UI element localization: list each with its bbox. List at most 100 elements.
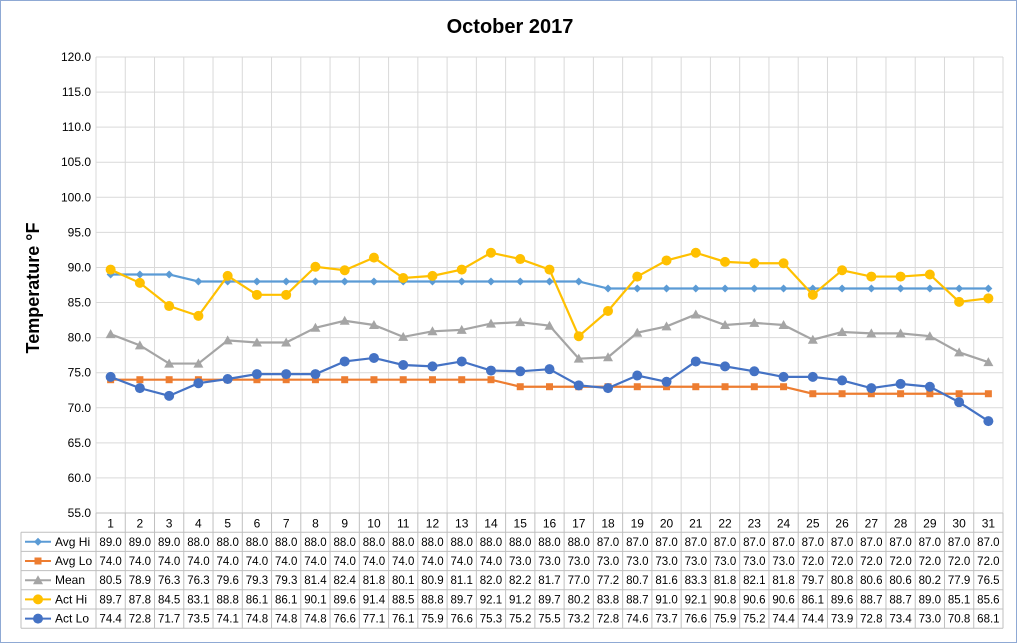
data-point-avg-lo — [780, 383, 788, 391]
data-point-act-lo — [164, 390, 175, 401]
data-point-act-hi — [661, 255, 672, 266]
legend-marker-mean — [33, 575, 43, 585]
data-point-act-lo — [222, 374, 233, 385]
table-value-mean: 79.3 — [275, 575, 297, 587]
table-value-mean: 80.6 — [889, 575, 911, 587]
table-value-act-lo: 75.9 — [714, 614, 736, 626]
data-point-act-hi — [251, 289, 262, 300]
data-point-act-lo — [983, 416, 994, 427]
data-point-avg-lo — [546, 383, 553, 391]
table-value-mean: 81.7 — [538, 575, 560, 587]
data-point-act-lo — [485, 365, 496, 376]
table-value-act-lo: 73.9 — [831, 614, 853, 626]
table-value-act-hi: 89.6 — [333, 594, 355, 606]
table-value-avg-lo: 73.0 — [597, 556, 619, 568]
data-point-avg-lo — [692, 383, 700, 391]
table-value-act-hi: 90.6 — [743, 594, 765, 606]
table-value-mean: 81.8 — [714, 575, 736, 587]
table-value-avg-hi: 88.0 — [392, 537, 414, 549]
data-point-act-lo — [720, 361, 731, 372]
series-layer — [105, 247, 994, 427]
data-point-act-lo — [924, 381, 935, 392]
table-value-act-hi: 80.2 — [568, 594, 590, 606]
data-point-act-hi — [603, 305, 614, 316]
table-value-avg-hi: 87.0 — [597, 537, 619, 549]
table-value-act-lo: 75.9 — [421, 614, 443, 626]
y-axis-label: Temperature °F — [23, 223, 43, 354]
table-value-act-hi: 84.5 — [158, 594, 180, 606]
table-value-mean: 76.3 — [158, 575, 180, 587]
data-point-mean — [310, 322, 321, 332]
data-point-act-lo — [515, 366, 526, 377]
table-value-act-lo: 74.8 — [246, 614, 268, 626]
data-point-avg-lo — [399, 376, 407, 384]
table-value-act-lo: 73.0 — [919, 614, 941, 626]
table-value-avg-hi: 87.0 — [948, 537, 970, 549]
y-tick-label: 70.0 — [68, 401, 92, 415]
data-point-act-hi — [749, 258, 760, 269]
data-point-avg-lo — [809, 390, 817, 398]
data-point-act-lo — [895, 378, 906, 389]
data-point-mean — [749, 317, 760, 327]
table-value-avg-hi: 88.0 — [363, 537, 385, 549]
data-point-act-lo — [456, 356, 467, 367]
table-value-act-lo: 73.2 — [568, 614, 590, 626]
table-value-avg-lo: 73.0 — [685, 556, 707, 568]
legend-marker-act-lo — [33, 613, 43, 624]
table-value-avg-hi: 88.0 — [246, 537, 268, 549]
table-value-mean: 81.8 — [772, 575, 794, 587]
data-point-avg-hi — [252, 277, 261, 286]
table-value-avg-hi: 89.0 — [158, 537, 180, 549]
data-point-mean — [778, 319, 789, 329]
table-value-mean: 79.7 — [802, 575, 824, 587]
table-value-avg-hi: 89.0 — [99, 537, 121, 549]
data-point-act-hi — [134, 277, 145, 288]
table-value-avg-hi: 88.0 — [538, 537, 560, 549]
table-value-avg-lo: 72.0 — [948, 556, 970, 568]
data-point-act-lo — [954, 397, 965, 408]
data-point-act-hi — [924, 269, 935, 280]
table-value-avg-hi: 87.0 — [655, 537, 677, 549]
data-point-avg-hi — [194, 277, 203, 286]
table-value-mean: 82.4 — [333, 575, 356, 587]
data-point-act-hi — [398, 272, 409, 283]
table-value-act-hi: 89.7 — [538, 594, 560, 606]
data-point-avg-hi — [691, 284, 700, 293]
data-point-act-lo — [281, 369, 292, 380]
data-point-mean — [193, 358, 204, 368]
table-value-act-hi: 89.7 — [99, 594, 121, 606]
data-point-avg-hi — [984, 284, 993, 293]
data-point-mean — [368, 319, 379, 329]
x-tick-label: 8 — [312, 517, 319, 531]
table-value-act-hi: 90.1 — [304, 594, 326, 606]
data-point-act-hi — [310, 261, 321, 272]
table-value-mean: 80.5 — [99, 575, 121, 587]
data-point-act-lo — [310, 369, 321, 380]
y-tick-label: 95.0 — [68, 225, 92, 239]
data-point-avg-hi — [486, 277, 495, 286]
table-value-mean: 79.3 — [246, 575, 268, 587]
table-value-act-hi: 89.0 — [919, 594, 941, 606]
table-value-act-hi: 88.8 — [216, 594, 238, 606]
table-value-mean: 80.9 — [421, 575, 443, 587]
data-point-avg-hi — [369, 277, 378, 286]
data-point-avg-lo — [341, 376, 349, 384]
table-value-act-lo: 77.1 — [363, 614, 385, 626]
table-value-avg-hi: 88.0 — [216, 537, 238, 549]
data-point-avg-hi — [574, 277, 583, 286]
data-point-avg-lo — [867, 390, 875, 398]
y-tick-label: 105.0 — [61, 155, 91, 169]
table-value-act-lo: 70.8 — [948, 614, 970, 626]
table-value-avg-hi: 87.0 — [802, 537, 824, 549]
x-tick-label: 29 — [923, 517, 937, 531]
data-point-avg-hi — [955, 284, 964, 293]
legend-label-avg-lo: Avg Lo — [55, 554, 92, 568]
data-point-act-hi — [895, 271, 906, 282]
data-point-avg-hi — [779, 284, 788, 293]
table-value-act-hi: 89.6 — [831, 594, 853, 606]
table-value-mean: 80.2 — [919, 575, 941, 587]
table-value-act-lo: 72.8 — [860, 614, 882, 626]
table-value-avg-hi: 87.0 — [889, 537, 911, 549]
data-point-avg-hi — [545, 277, 554, 286]
